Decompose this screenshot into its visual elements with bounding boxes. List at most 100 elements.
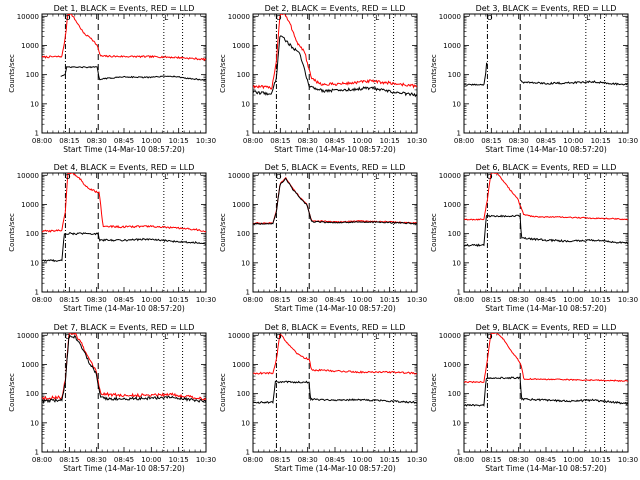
peak-marker-symbol: O bbox=[487, 333, 493, 341]
x-tick-label: 10:30 bbox=[196, 296, 216, 304]
end-marker-symbol: L bbox=[586, 14, 590, 22]
x-tick-label: 08:00 bbox=[32, 456, 52, 464]
x-axis-label: Start Time (14-Mar-10 08:57:20) bbox=[274, 304, 396, 313]
x-tick-label: 08:30 bbox=[298, 296, 318, 304]
x-tick-label: 08:45 bbox=[325, 137, 345, 145]
y-tick-label: 1000 bbox=[21, 42, 39, 50]
y-tick-label: 10 bbox=[30, 259, 39, 267]
lld-series-line bbox=[464, 333, 628, 384]
x-axis-label: Start Time (14-Mar-10 08:57:20) bbox=[274, 464, 396, 473]
x-tick-label: 10:00 bbox=[141, 137, 161, 145]
panel-title: Det 5, BLACK = Events, RED = LLD bbox=[265, 163, 406, 172]
events-series-line bbox=[60, 66, 206, 81]
y-tick-label: 1 bbox=[457, 130, 461, 138]
y-tick-label: 1000 bbox=[443, 361, 461, 369]
x-tick-label: 08:45 bbox=[536, 137, 556, 145]
y-tick-label: 10 bbox=[30, 100, 39, 108]
panel-title: Det 8, BLACK = Events, RED = LLD bbox=[265, 323, 406, 332]
y-tick-label: 1 bbox=[457, 449, 461, 457]
y-tick-label: 1000 bbox=[21, 201, 39, 209]
events-series-line bbox=[464, 62, 488, 86]
panel-title: Det 7, BLACK = Events, RED = LLD bbox=[54, 323, 195, 332]
panel-7: 1 10 100 1000 10000 08:00 08:15 08:30 08:45 10:00… bbox=[8, 323, 216, 473]
x-tick-label: 08:30 bbox=[509, 456, 529, 464]
x-tick-label: 10:15 bbox=[591, 456, 611, 464]
plot-frame bbox=[41, 332, 207, 453]
y-tick-label: 100 bbox=[237, 230, 250, 238]
y-tick-label: 1000 bbox=[232, 361, 250, 369]
end-marker-symbol: L bbox=[164, 14, 168, 22]
y-tick-label: 1000 bbox=[232, 42, 250, 50]
x-tick-label: 10:15 bbox=[591, 137, 611, 145]
x-axis-label: Start Time (14-Mar-10 08:57:20) bbox=[485, 464, 607, 473]
y-tick-label: 1 bbox=[35, 449, 39, 457]
y-tick-label: 10000 bbox=[17, 13, 39, 21]
x-tick-label: 08:30 bbox=[87, 296, 107, 304]
y-axis-label: Counts/sec bbox=[219, 54, 227, 93]
x-axis-label: Start Time (14-Mar-10 08:57:20) bbox=[485, 304, 607, 313]
panel-4: 1 10 100 1000 10000 08:00 08:15 08:30 08:45 10:00… bbox=[8, 163, 216, 313]
panel-title: Det 4, BLACK = Events, RED = LLD bbox=[54, 163, 195, 172]
y-tick-label: 100 bbox=[237, 71, 250, 79]
events-series-line bbox=[520, 79, 628, 86]
plot-frame bbox=[41, 13, 207, 134]
x-tick-label: 08:15 bbox=[481, 296, 501, 304]
end-marker-symbol: L bbox=[586, 173, 590, 181]
y-tick-label: 1 bbox=[35, 130, 39, 138]
panel-9: 1 10 100 1000 10000 08:00 08:15 08:30 08:45 10:00… bbox=[430, 323, 638, 473]
panel-6: 1 10 100 1000 10000 08:00 08:15 08:30 08:45 10:00… bbox=[430, 163, 638, 313]
y-axis-label: Counts/sec bbox=[219, 373, 227, 412]
end-marker-symbol: L bbox=[375, 14, 379, 22]
x-tick-label: 10:00 bbox=[352, 456, 372, 464]
peak-marker-symbol: O bbox=[276, 173, 282, 181]
x-tick-label: 10:30 bbox=[196, 137, 216, 145]
x-tick-label: 08:45 bbox=[114, 296, 134, 304]
x-tick-label: 08:15 bbox=[270, 296, 290, 304]
x-tick-label: 08:15 bbox=[59, 137, 79, 145]
panel-8: 1 10 100 1000 10000 08:00 08:15 08:30 08:45 10:00… bbox=[219, 323, 427, 473]
x-tick-label: 08:30 bbox=[87, 456, 107, 464]
plot-frame bbox=[252, 13, 418, 134]
y-tick-label: 10 bbox=[452, 259, 461, 267]
y-tick-label: 10000 bbox=[17, 172, 39, 180]
panel-5: 1 10 100 1000 10000 08:00 08:15 08:30 08:45 10:00… bbox=[219, 163, 427, 313]
lld-series-line bbox=[253, 333, 417, 375]
x-axis-label: Start Time (14-Mar-10 08:57:20) bbox=[274, 145, 396, 154]
panel-title: Det 6, BLACK = Events, RED = LLD bbox=[476, 163, 617, 172]
x-tick-label: 10:30 bbox=[407, 456, 427, 464]
x-axis-label: Start Time (14-Mar-10 08:57:20) bbox=[63, 145, 185, 154]
y-tick-label: 1 bbox=[457, 289, 461, 297]
events-series-line bbox=[253, 380, 417, 404]
y-tick-label: 1 bbox=[246, 449, 250, 457]
x-tick-label: 10:30 bbox=[407, 296, 427, 304]
end-marker-symbol: L bbox=[586, 333, 590, 341]
panel-title: Det 1, BLACK = Events, RED = LLD bbox=[54, 4, 195, 13]
peak-marker-symbol: O bbox=[276, 14, 282, 22]
y-tick-label: 10000 bbox=[228, 13, 250, 21]
x-tick-label: 08:00 bbox=[243, 296, 263, 304]
x-tick-label: 08:45 bbox=[536, 296, 556, 304]
panel-title: Det 2, BLACK = Events, RED = LLD bbox=[265, 4, 406, 13]
x-tick-label: 10:15 bbox=[591, 296, 611, 304]
peak-marker-symbol: O bbox=[65, 14, 71, 22]
events-series-line bbox=[253, 177, 417, 225]
events-series-line bbox=[464, 214, 628, 248]
y-tick-label: 1 bbox=[246, 130, 250, 138]
x-axis-label: Start Time (14-Mar-10 08:57:20) bbox=[63, 464, 185, 473]
x-tick-label: 10:30 bbox=[196, 456, 216, 464]
peak-marker-symbol: O bbox=[487, 173, 493, 181]
y-tick-label: 100 bbox=[237, 390, 250, 398]
x-tick-label: 08:00 bbox=[454, 456, 474, 464]
x-tick-label: 08:45 bbox=[114, 137, 134, 145]
y-axis-label: Counts/sec bbox=[430, 54, 438, 93]
end-marker-symbol: L bbox=[164, 333, 168, 341]
y-axis-label: Counts/sec bbox=[430, 213, 438, 252]
y-tick-label: 10000 bbox=[228, 332, 250, 340]
y-tick-label: 100 bbox=[448, 230, 461, 238]
y-tick-label: 100 bbox=[26, 71, 39, 79]
y-tick-label: 10000 bbox=[439, 332, 461, 340]
lld-series-line bbox=[42, 173, 206, 233]
x-tick-label: 10:15 bbox=[169, 137, 189, 145]
y-tick-label: 10000 bbox=[439, 13, 461, 21]
